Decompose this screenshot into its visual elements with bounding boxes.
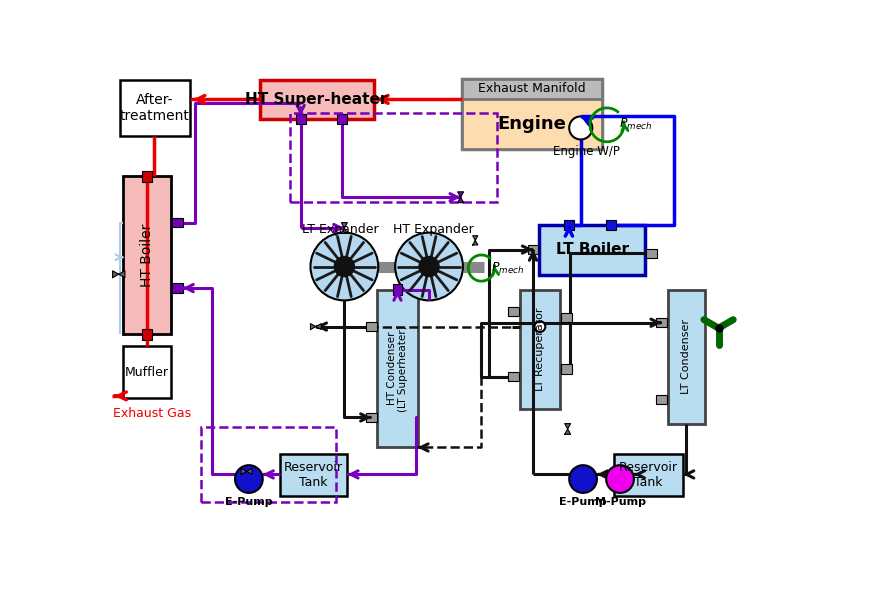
Bar — [142, 329, 153, 339]
Text: P$_{mech}$: P$_{mech}$ — [490, 260, 524, 275]
FancyBboxPatch shape — [119, 80, 190, 136]
Circle shape — [235, 465, 263, 493]
Bar — [366, 413, 377, 422]
Circle shape — [606, 465, 634, 493]
FancyBboxPatch shape — [124, 176, 171, 334]
Text: HT Expander: HT Expander — [393, 223, 474, 236]
FancyBboxPatch shape — [462, 98, 602, 149]
FancyBboxPatch shape — [667, 290, 705, 425]
Text: E-Pump: E-Pump — [225, 496, 273, 507]
Polygon shape — [565, 423, 571, 434]
Text: M-Pump: M-Pump — [595, 496, 645, 507]
Polygon shape — [458, 192, 464, 202]
Circle shape — [334, 257, 354, 277]
Circle shape — [569, 465, 597, 493]
Text: Exhaust Manifold: Exhaust Manifold — [479, 82, 586, 95]
Bar — [296, 114, 306, 124]
Bar — [564, 220, 574, 230]
Bar — [366, 322, 377, 331]
Text: LT Recuperator: LT Recuperator — [535, 307, 545, 391]
Polygon shape — [341, 223, 347, 233]
Text: LT Condenser: LT Condenser — [681, 320, 691, 394]
Polygon shape — [112, 271, 125, 278]
FancyBboxPatch shape — [124, 346, 171, 398]
Bar — [393, 284, 403, 295]
Bar — [509, 307, 519, 316]
Text: LT Boiler: LT Boiler — [556, 242, 629, 257]
Circle shape — [310, 233, 378, 300]
FancyBboxPatch shape — [539, 225, 645, 275]
Text: Reservoir
Tank: Reservoir Tank — [284, 461, 343, 489]
FancyBboxPatch shape — [614, 454, 683, 496]
Text: HT Super-heater: HT Super-heater — [246, 92, 388, 107]
FancyBboxPatch shape — [462, 79, 602, 98]
Bar — [528, 245, 538, 254]
Polygon shape — [241, 468, 252, 474]
Polygon shape — [310, 324, 321, 330]
Text: Exhaust Gas: Exhaust Gas — [113, 408, 191, 420]
Bar — [646, 249, 657, 258]
Circle shape — [396, 233, 463, 300]
Text: Reservoir
Tank: Reservoir Tank — [619, 461, 678, 489]
Circle shape — [569, 117, 592, 140]
Text: Engine W/P: Engine W/P — [553, 144, 620, 158]
Text: Muffler: Muffler — [125, 365, 169, 379]
Bar — [172, 218, 182, 227]
Bar — [142, 171, 153, 182]
Bar — [656, 395, 667, 404]
Bar — [606, 220, 617, 230]
FancyBboxPatch shape — [260, 80, 374, 118]
Bar — [560, 364, 572, 373]
Circle shape — [419, 257, 439, 277]
Polygon shape — [473, 236, 478, 245]
Bar — [172, 283, 182, 293]
FancyBboxPatch shape — [520, 290, 560, 409]
Text: E-Pump: E-Pump — [560, 496, 607, 507]
Circle shape — [535, 321, 545, 332]
Bar — [560, 313, 572, 322]
Text: After-
treatment: After- treatment — [120, 93, 190, 123]
Bar — [656, 318, 667, 327]
Bar — [509, 372, 519, 381]
Text: HT Condenser
(LT Superheater): HT Condenser (LT Superheater) — [387, 325, 409, 412]
Text: P$_{mech}$: P$_{mech}$ — [619, 117, 652, 132]
Bar — [337, 114, 346, 124]
FancyBboxPatch shape — [280, 454, 347, 496]
Text: LT Expander: LT Expander — [303, 223, 379, 236]
Text: HT Boiler: HT Boiler — [140, 223, 154, 287]
Text: Engine: Engine — [498, 115, 567, 133]
FancyBboxPatch shape — [377, 290, 417, 448]
